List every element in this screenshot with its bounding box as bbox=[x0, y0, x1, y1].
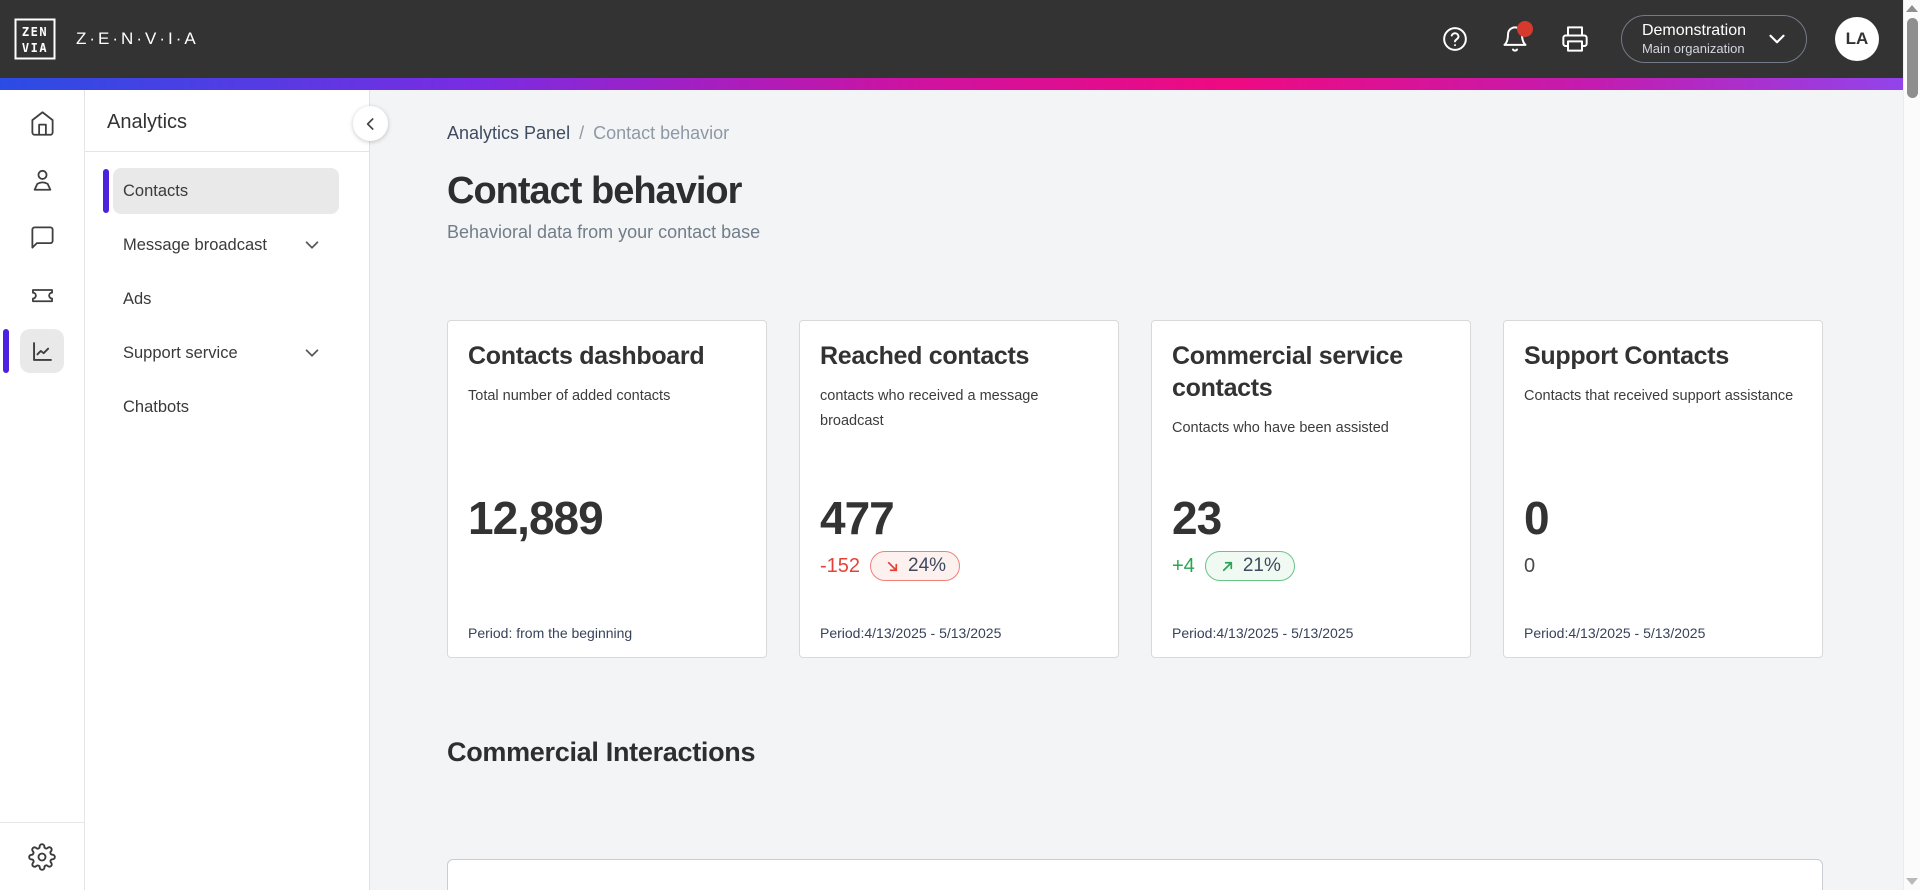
svg-text:VIA: VIA bbox=[22, 41, 48, 55]
card-title: Commercial service contacts bbox=[1172, 342, 1403, 402]
menu-item-message-broadcast[interactable]: Message broadcast bbox=[113, 222, 339, 268]
card-description: Contacts that received support assistanc… bbox=[1524, 388, 1794, 404]
chevron-down-icon bbox=[301, 342, 323, 364]
card-reached-contacts: Reached contacts contacts who received a… bbox=[799, 320, 1119, 658]
card-value: 23 bbox=[1172, 492, 1222, 544]
card-title: Contacts dashboard bbox=[468, 342, 705, 370]
percent-value: 24% bbox=[908, 555, 947, 576]
card-period: Period: from the beginning bbox=[468, 625, 633, 641]
card-value: 0 bbox=[1524, 492, 1550, 544]
menu-item-label: Chatbots bbox=[123, 397, 190, 416]
delta-value: -152 bbox=[820, 554, 861, 577]
card-commercial-service-contacts: Commercial service contacts Contacts who… bbox=[1151, 320, 1471, 658]
sidebar-item-analytics[interactable] bbox=[3, 329, 64, 373]
commercial-interactions-card bbox=[447, 859, 1823, 890]
section-heading-commercial-interactions: Commercial Interactions bbox=[447, 737, 756, 767]
card-trend-row: -152 24% bbox=[820, 550, 961, 582]
card-trend-row: +4 21% bbox=[1172, 550, 1295, 582]
panel-collapse-button[interactable] bbox=[353, 106, 388, 141]
vertical-scrollbar[interactable] bbox=[1903, 0, 1920, 890]
print-icon[interactable] bbox=[1555, 19, 1595, 59]
home-icon bbox=[29, 110, 56, 137]
menu-item-label: Ads bbox=[123, 289, 152, 308]
trend-badge: 24% bbox=[870, 551, 961, 581]
menu-item-label: Support service bbox=[123, 343, 238, 362]
kpi-cards-row: Contacts dashboard Total number of added… bbox=[447, 320, 1823, 658]
menu-item-label: Message broadcast bbox=[123, 235, 267, 254]
scrollbar-up-arrow[interactable] bbox=[1906, 5, 1918, 12]
main-content: Analytics Panel / Contact behavior Conta… bbox=[370, 90, 1903, 890]
panel-menu: Contacts Message broadcast Ads Support s… bbox=[85, 152, 369, 430]
notifications-bell-icon[interactable] bbox=[1495, 19, 1535, 59]
arrow-down-right-icon bbox=[884, 558, 901, 575]
card-value: 477 bbox=[820, 492, 895, 544]
organization-switcher[interactable]: Demonstration Main organization bbox=[1620, 15, 1807, 63]
card-period: Period:4/13/2025 - 5/13/2025 bbox=[820, 625, 1002, 641]
breadcrumb-current: Contact behavior bbox=[593, 123, 730, 143]
card-period: Period:4/13/2025 - 5/13/2025 bbox=[1524, 625, 1706, 641]
nav-rail bbox=[0, 90, 85, 890]
organization-name: Demonstration bbox=[1641, 21, 1746, 39]
menu-item-chatbots[interactable]: Chatbots bbox=[113, 384, 339, 430]
zenvia-logo-icon[interactable]: ZEN VIA bbox=[14, 18, 56, 60]
sidebar-item-tickets[interactable] bbox=[20, 272, 64, 316]
percent-value: 21% bbox=[1242, 555, 1281, 576]
chevron-down-icon bbox=[301, 234, 323, 256]
chevron-down-icon bbox=[1764, 26, 1790, 52]
card-period: Period:4/13/2025 - 5/13/2025 bbox=[1172, 625, 1354, 641]
sidebar-item-home[interactable] bbox=[20, 101, 64, 145]
page-subtitle: Behavioral data from your contact base bbox=[447, 222, 761, 242]
breadcrumb-separator: / bbox=[579, 123, 585, 143]
arrow-up-right-icon bbox=[1219, 558, 1236, 575]
card-title: Reached contacts bbox=[820, 342, 1030, 370]
rail-footer bbox=[0, 822, 84, 890]
scrollbar-down-arrow[interactable] bbox=[1906, 878, 1918, 885]
zenvia-wordmark: Z·E·N·V·I·A bbox=[76, 29, 199, 48]
trend-badge: 21% bbox=[1204, 551, 1295, 581]
sidebar-item-settings[interactable] bbox=[20, 835, 64, 879]
analytics-submenu-panel: Analytics Contacts Message broadcast Ads… bbox=[85, 90, 370, 890]
active-indicator bbox=[103, 169, 109, 213]
active-indicator bbox=[3, 329, 9, 373]
scrollbar-thumb[interactable] bbox=[1907, 18, 1918, 98]
sidebar-item-conversations[interactable] bbox=[20, 215, 64, 259]
chevron-left-icon bbox=[361, 114, 381, 134]
card-contacts-dashboard: Contacts dashboard Total number of added… bbox=[447, 320, 767, 658]
card-support-contacts: Support Contacts Contacts that received … bbox=[1503, 320, 1823, 658]
line-chart-icon bbox=[29, 338, 56, 365]
card-description: contacts who received a message broadcas… bbox=[820, 388, 1039, 429]
help-icon[interactable] bbox=[1435, 19, 1475, 59]
ticket-icon bbox=[29, 281, 56, 308]
brand-gradient-bar bbox=[0, 78, 1920, 90]
person-icon bbox=[29, 167, 56, 194]
avatar-initials: LA bbox=[1845, 29, 1869, 48]
card-value: 12,889 bbox=[468, 492, 604, 544]
card-title: Support Contacts bbox=[1524, 342, 1729, 370]
gear-icon bbox=[28, 842, 56, 871]
delta-value: 0 bbox=[1524, 554, 1536, 577]
notification-badge bbox=[1516, 21, 1533, 37]
panel-divider bbox=[85, 151, 369, 152]
menu-item-support-service[interactable]: Support service bbox=[113, 330, 339, 376]
card-description: Contacts who have been assisted bbox=[1172, 420, 1389, 436]
delta-value: +4 bbox=[1172, 554, 1195, 577]
menu-item-ads[interactable]: Ads bbox=[113, 276, 339, 322]
menu-item-contacts[interactable]: Contacts bbox=[103, 168, 339, 214]
panel-title: Analytics bbox=[107, 111, 188, 133]
card-trend-row: 0 bbox=[1524, 550, 1535, 582]
top-bar: ZEN VIA Z·E·N·V·I·A Demonstration Main o… bbox=[0, 0, 1920, 78]
organization-detail: Main organization bbox=[1641, 40, 1745, 56]
breadcrumb: Analytics Panel / Contact behavior bbox=[447, 123, 1823, 144]
card-description: Total number of added contacts bbox=[468, 388, 671, 404]
chat-bubble-icon bbox=[29, 224, 56, 251]
sidebar-item-contacts[interactable] bbox=[20, 158, 64, 202]
page-title: Contact behavior bbox=[447, 170, 742, 212]
menu-item-label: Contacts bbox=[123, 181, 189, 200]
breadcrumb-parent-link[interactable]: Analytics Panel bbox=[447, 123, 571, 143]
avatar[interactable]: LA bbox=[1835, 17, 1879, 61]
svg-text:ZEN: ZEN bbox=[22, 25, 48, 39]
